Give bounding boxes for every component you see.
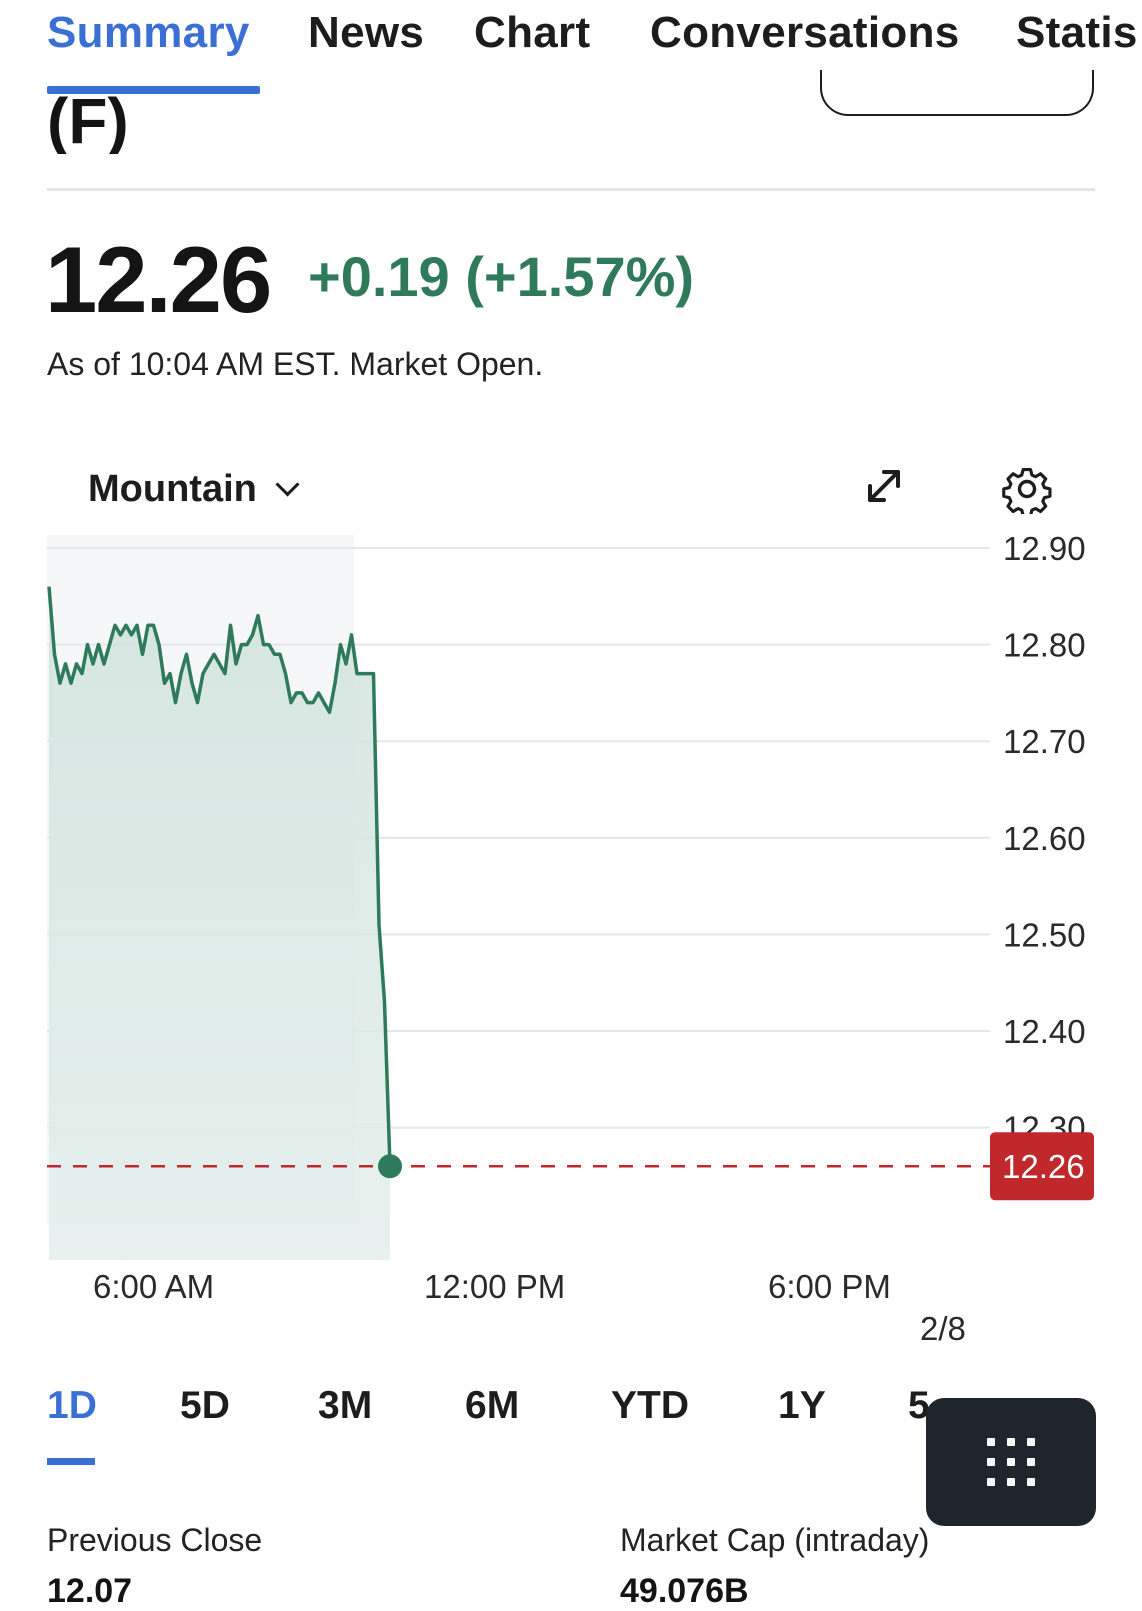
tab-statistics[interactable]: Statis xyxy=(1016,8,1138,57)
tab-conversations[interactable]: Conversations xyxy=(650,8,960,57)
price-change: +0.19 (+1.57%) xyxy=(308,245,695,308)
x-tick-label: 6:00 PM xyxy=(768,1268,891,1305)
previous-close-label: Previous Close xyxy=(47,1522,263,1558)
y-tick-label: 12.40 xyxy=(1003,1013,1086,1050)
y-tick-label: 12.80 xyxy=(1003,627,1086,664)
range-1y[interactable]: 1Y xyxy=(778,1384,826,1427)
previous-close-value: 12.07 xyxy=(47,1572,133,1610)
active-tab-indicator xyxy=(47,86,260,94)
chart-type-dropdown[interactable]: Mountain xyxy=(88,468,300,511)
ticker-symbol: (F) xyxy=(47,85,129,154)
current-price: 12.26 xyxy=(45,227,272,332)
range-1d[interactable]: 1D xyxy=(47,1384,97,1427)
market-cap-label: Market Cap (intraday) xyxy=(620,1522,930,1558)
y-tick-label: 12.60 xyxy=(1003,820,1086,857)
y-tick-label: 12.90 xyxy=(1003,530,1086,567)
grid-menu-icon xyxy=(987,1438,1035,1486)
divider xyxy=(47,188,1095,191)
x-tick-label: 12:00 PM xyxy=(424,1268,566,1305)
price-line xyxy=(47,586,392,1167)
chevron-down-icon xyxy=(275,472,300,497)
tab-chart[interactable]: Chart xyxy=(474,8,591,57)
range-5y[interactable]: 5 xyxy=(908,1384,930,1427)
range-5d[interactable]: 5D xyxy=(180,1384,230,1427)
current-price-marker xyxy=(378,1154,402,1179)
range-6m[interactable]: 6M xyxy=(465,1384,520,1427)
x-tick-label: 6:00 AM xyxy=(93,1268,215,1305)
chart-type-label: Mountain xyxy=(88,468,257,510)
follow-button-edge[interactable] xyxy=(820,70,1094,116)
gear-icon[interactable] xyxy=(1002,464,1052,514)
current-price-badge xyxy=(990,1132,1094,1201)
market-cap-value: 49.076B xyxy=(620,1572,749,1610)
current-price-badge-label: 12.26 xyxy=(1002,1148,1085,1185)
expand-icon[interactable] xyxy=(862,464,906,508)
tab-news[interactable]: News xyxy=(308,8,425,57)
top-tab-bar: Summary News Chart Conversations Statis xyxy=(0,0,1142,96)
app-menu-button[interactable] xyxy=(926,1398,1096,1526)
price-area-fill xyxy=(49,586,390,1260)
quote-timestamp: As of 10:04 AM EST. Market Open. xyxy=(47,346,544,382)
chart-date-label: 2/8 xyxy=(920,1310,966,1347)
range-3m[interactable]: 3M xyxy=(318,1384,373,1427)
range-ytd[interactable]: YTD xyxy=(611,1384,689,1427)
y-tick-label: 12.50 xyxy=(1003,916,1086,953)
tab-summary[interactable]: Summary xyxy=(47,8,250,57)
y-tick-label: 12.70 xyxy=(1003,723,1086,760)
active-range-indicator xyxy=(47,1458,95,1465)
